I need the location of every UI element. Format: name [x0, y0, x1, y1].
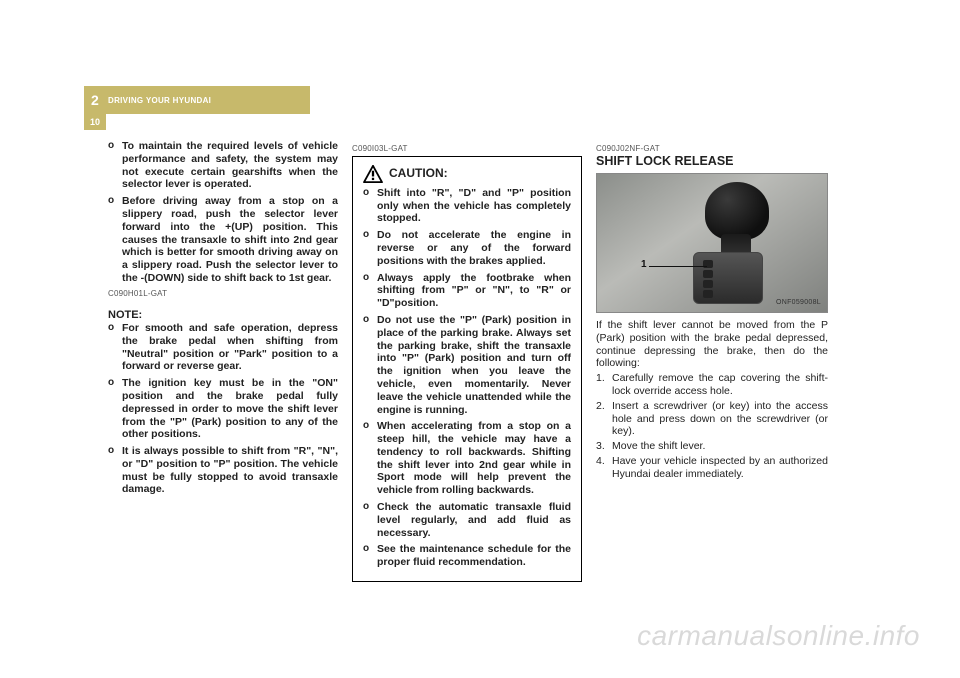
list-item: See the maintenance schedule for the pro… — [377, 543, 571, 569]
section-title: SHIFT LOCK RELEASE — [596, 154, 828, 169]
list-item: For smooth and safe operation, depress t… — [122, 322, 338, 373]
page: 2 DRIVING YOUR HYUNDAI 10 To maintain th… — [0, 0, 960, 678]
column-2: C090I03L-GAT CAUTION: Shift into "R", "D… — [352, 140, 582, 582]
steps-list: Carefully remove the cap covering the sh… — [596, 372, 828, 480]
list-item: Have your vehicle inspected by an author… — [612, 455, 828, 481]
col1-note-list: For smooth and safe operation, depress t… — [108, 322, 338, 496]
list-item: Shift into "R", "D" and "P" position onl… — [377, 187, 571, 225]
list-item: To maintain the required levels of vehic… — [122, 140, 338, 191]
list-item: Check the automatic transaxle fluid leve… — [377, 501, 571, 539]
watermark: carmanualsonline.info — [637, 620, 920, 652]
callout-number: 1 — [641, 259, 647, 271]
section-code: C090H01L-GAT — [108, 289, 338, 299]
list-item: When accelerating from a stop on a steep… — [377, 420, 571, 497]
list-item: Carefully remove the cap covering the sh… — [612, 372, 828, 398]
list-item: Do not accelerate the engine in reverse … — [377, 229, 571, 267]
list-item: Before driving away from a stop on a sli… — [122, 195, 338, 285]
caution-box: CAUTION: Shift into "R", "D" and "P" pos… — [352, 156, 582, 582]
page-number-tab: 10 — [84, 114, 106, 130]
shift-lock-figure: 1 ONF059008L — [596, 173, 828, 313]
caution-list: Shift into "R", "D" and "P" position onl… — [363, 187, 571, 569]
figure-code: ONF059008L — [776, 299, 821, 308]
chapter-number: 2 — [84, 86, 106, 114]
warning-icon — [363, 165, 383, 183]
col1-top-list: To maintain the required levels of vehic… — [108, 140, 338, 285]
list-item: Do not use the "P" (Park) position in pl… — [377, 314, 571, 416]
callout-line — [649, 266, 707, 267]
column-3: C090J02NF-GAT SHIFT LOCK RELEASE 1 ONF05… — [596, 140, 828, 582]
list-item: It is always possible to shift from "R",… — [122, 445, 338, 496]
col3-intro: If the shift lever cannot be moved from … — [596, 319, 828, 370]
content-columns: To maintain the required levels of vehic… — [108, 140, 828, 582]
section-code: C090J02NF-GAT — [596, 144, 828, 154]
list-item: The ignition key must be in the "ON" pos… — [122, 377, 338, 441]
caution-label: CAUTION: — [389, 166, 448, 181]
chapter-title: DRIVING YOUR HYUNDAI — [106, 96, 211, 105]
shift-knob — [705, 182, 769, 240]
list-item: Insert a screwdriver (or key) into the a… — [612, 400, 828, 438]
list-item: Move the shift lever. — [612, 440, 828, 453]
section-code: C090I03L-GAT — [352, 144, 582, 154]
list-item: Always apply the footbrake when shifting… — [377, 272, 571, 310]
caution-heading: CAUTION: — [363, 165, 571, 183]
column-1: To maintain the required levels of vehic… — [108, 140, 338, 582]
chapter-bar: 2 DRIVING YOUR HYUNDAI — [84, 86, 310, 114]
note-label: NOTE: — [108, 309, 338, 322]
